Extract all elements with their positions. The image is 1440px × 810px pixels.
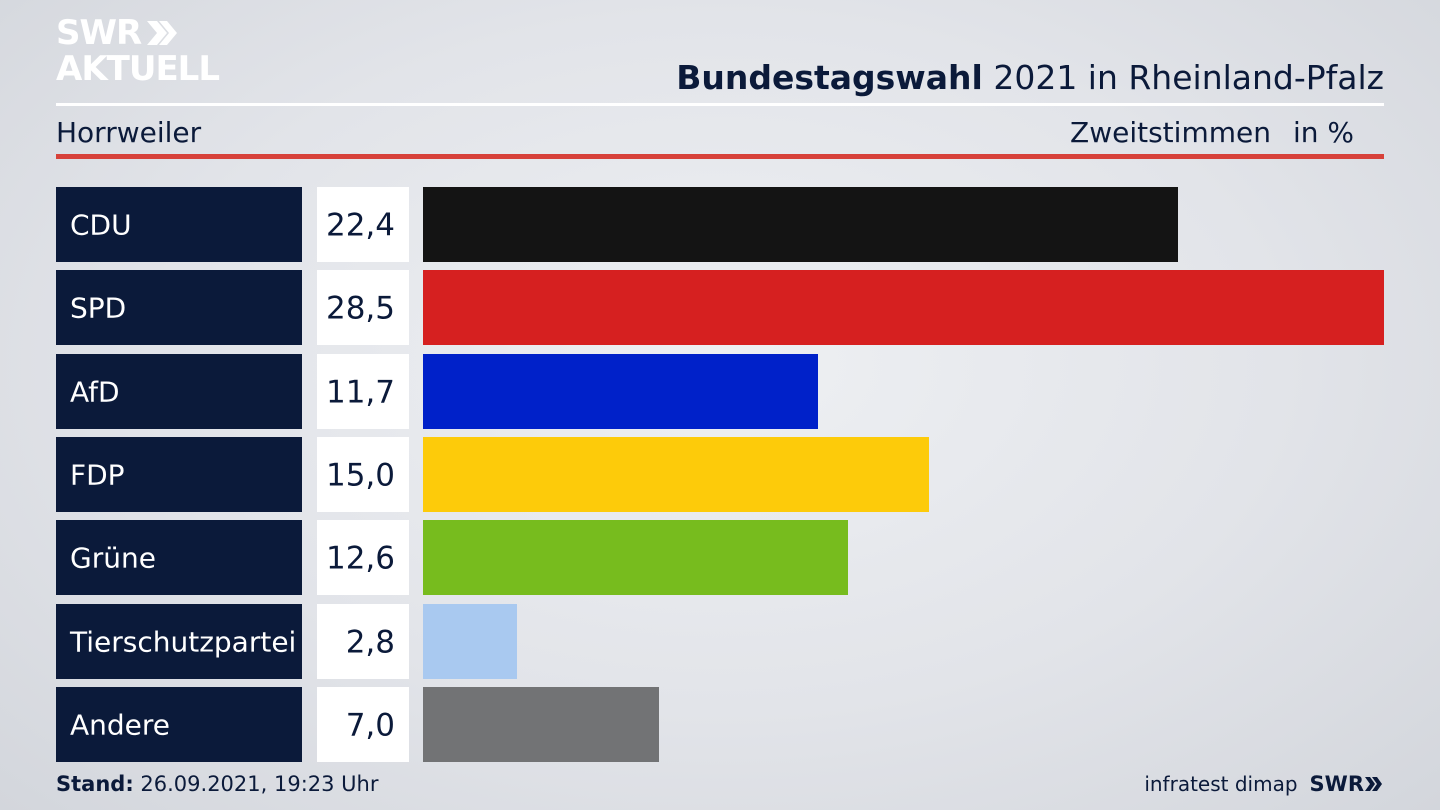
footer-brand-text: SWR	[1309, 772, 1364, 796]
category-label-box	[56, 187, 302, 262]
unit-text: in %	[1292, 116, 1354, 149]
swr-aktuell-logo: SWR AKTUELL	[56, 13, 220, 89]
accent-divider	[56, 154, 1384, 159]
data-label: 28,5	[326, 291, 395, 327]
category-label: Andere	[70, 709, 170, 742]
data-label: 7,0	[346, 708, 395, 744]
bar-row-gr-ne: Grüne 12,6	[56, 520, 848, 595]
data-label: 12,6	[326, 541, 395, 577]
footer-brand: SWR	[1310, 772, 1384, 796]
bar-fdp	[423, 437, 929, 512]
measure-label: Zweitstimmen in %	[1070, 116, 1354, 149]
measure-text: Zweitstimmen	[1070, 116, 1271, 149]
bar-row-fdp: FDP 15,0	[56, 437, 929, 512]
title-bold: Bundestagswahl	[676, 58, 983, 97]
value-label-box	[317, 687, 409, 762]
data-label: 22,4	[326, 208, 395, 244]
bar-row-afd: AfD 11,7	[56, 354, 818, 429]
timestamp: Stand: 26.09.2021, 19:23 Uhr	[56, 772, 379, 796]
category-label: Tierschutzpartei	[69, 626, 296, 659]
logo-aktuell-text: AKTUELL	[56, 49, 220, 89]
footer-chevron-icon	[1365, 777, 1382, 791]
category-label-box	[56, 437, 302, 512]
value-label-box	[317, 354, 409, 429]
category-label-box	[56, 270, 302, 345]
category-label: SPD	[70, 292, 126, 325]
value-label-box	[317, 604, 409, 679]
logo-swr-text: SWR	[56, 13, 142, 53]
category-label: CDU	[70, 209, 132, 242]
source-label: infratest dimap	[1144, 772, 1298, 796]
bar-row-tierschutzpartei: Tierschutzpartei 2,8	[56, 604, 517, 679]
page-title: Bundestagswahl 2021 in Rheinland-Pfalz	[676, 58, 1384, 97]
double-chevron-icon	[145, 18, 179, 48]
category-label: Grüne	[70, 542, 156, 575]
location-label: Horrweiler	[56, 116, 202, 149]
bar-tierschutzpartei	[423, 604, 517, 679]
bar-spd	[423, 270, 1384, 345]
value-label-box	[317, 520, 409, 595]
data-label: 2,8	[346, 625, 395, 661]
category-label-box	[56, 687, 302, 762]
data-label: 11,7	[326, 375, 395, 411]
source-credit: infratest dimap SWR	[1144, 772, 1384, 796]
bar-row-andere: Andere 7,0	[56, 687, 659, 762]
title-rest: 2021 in Rheinland-Pfalz	[982, 58, 1384, 97]
category-label: AfD	[70, 376, 120, 409]
data-label: 15,0	[326, 458, 395, 494]
bar-row-spd: SPD 28,5	[56, 270, 1384, 345]
bar-gr-ne	[423, 520, 848, 595]
bar-andere	[423, 687, 659, 762]
category-label-box	[56, 354, 302, 429]
stand-value: 26.09.2021, 19:23 Uhr	[133, 772, 379, 796]
stand-label: Stand:	[56, 772, 134, 796]
category-label-box	[56, 520, 302, 595]
bar-row-cdu: CDU 22,4	[56, 187, 1178, 262]
value-label-box	[317, 437, 409, 512]
value-label-box	[317, 187, 409, 262]
header-divider	[56, 103, 1384, 106]
bar-cdu	[423, 187, 1178, 262]
category-label-box	[56, 604, 302, 679]
value-label-box	[317, 270, 409, 345]
category-label: FDP	[70, 459, 125, 492]
bar-afd	[423, 354, 818, 429]
